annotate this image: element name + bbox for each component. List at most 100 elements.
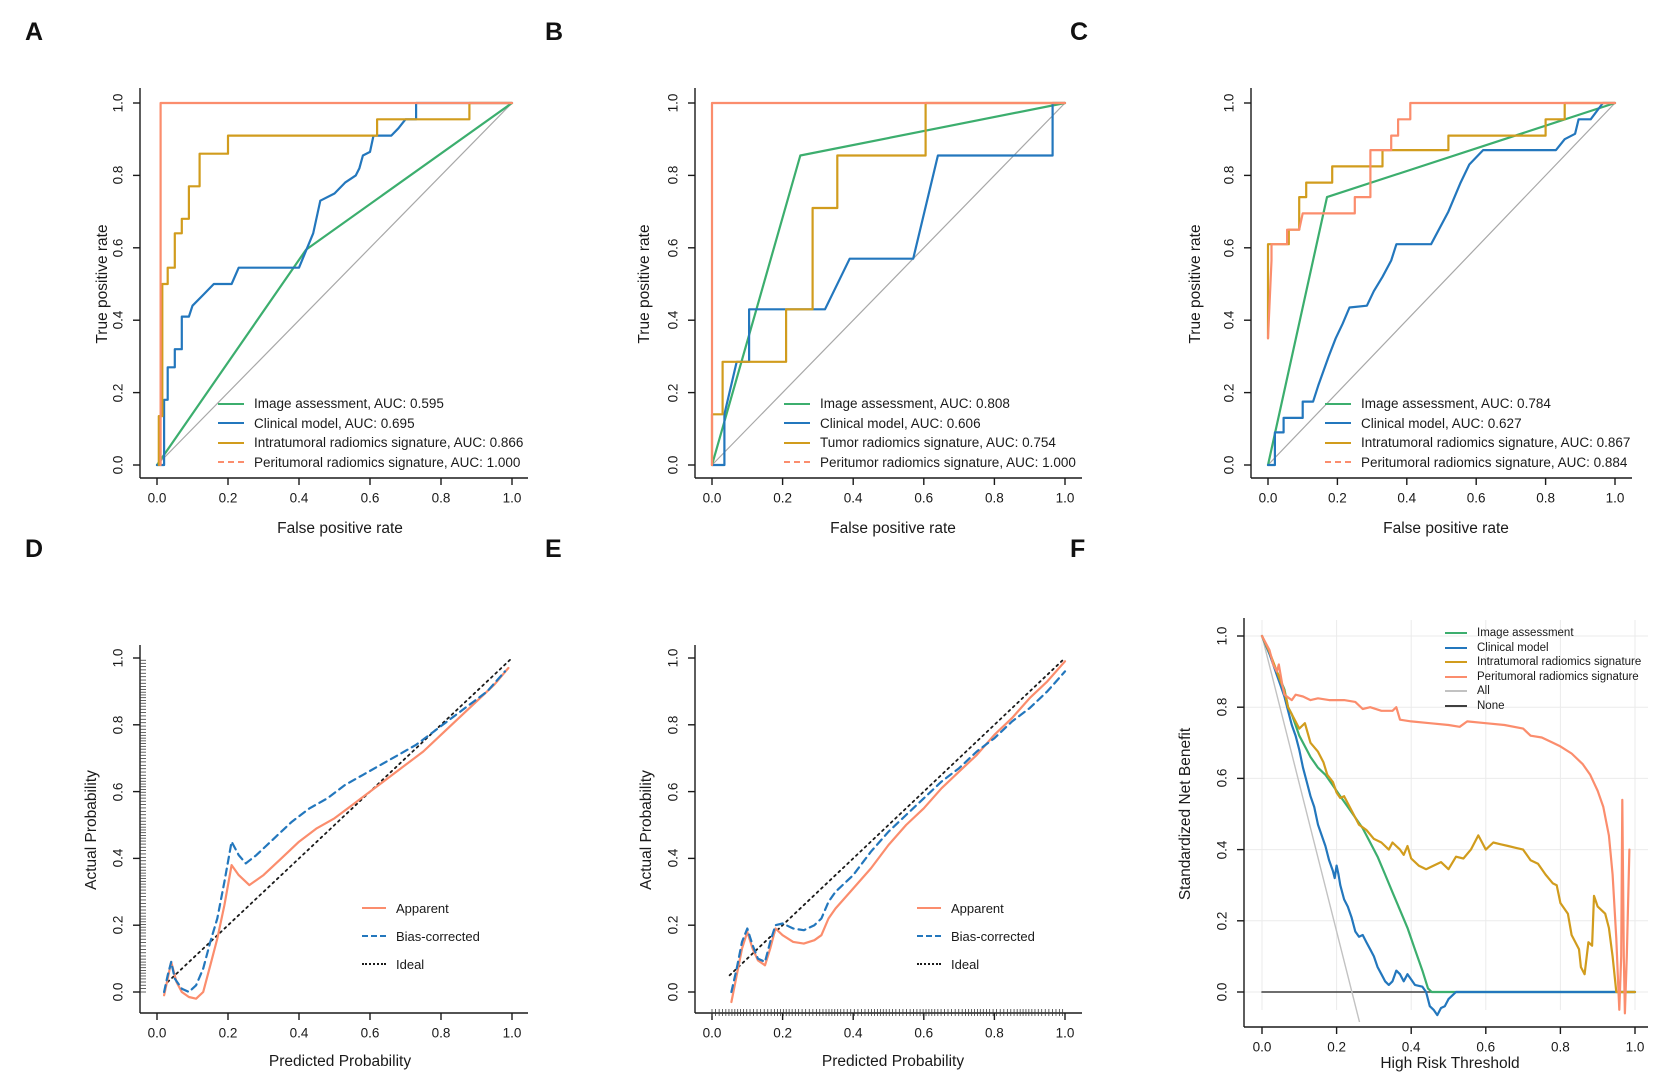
legend-line-swatch xyxy=(1445,704,1467,707)
series-peritumoral-radiomics-signature xyxy=(1266,101,1617,340)
x-tick-label: 0.8 xyxy=(431,490,451,506)
legend-label: Peritumoral radiomics signature xyxy=(1477,670,1639,683)
legend-line-swatch xyxy=(1325,441,1351,444)
panel-e-x-axis-title: Predicted Probability xyxy=(821,1053,965,1070)
y-tick-label: 0.2 xyxy=(665,383,681,402)
series-peritumor-radiomics-signature xyxy=(710,101,1067,467)
legend-line-swatch xyxy=(917,963,941,965)
y-tick-label: 0.0 xyxy=(110,455,126,475)
x-tick-label: 0.2 xyxy=(1328,490,1347,506)
y-tick-label: 0.6 xyxy=(110,238,126,258)
legend-line-swatch xyxy=(218,461,244,464)
y-tick-label: 1.0 xyxy=(110,648,126,668)
panel-c-legend: Image assessment, AUC: 0.784 Clinical mod… xyxy=(1325,394,1630,472)
panel-f-x-axis-title: High Risk Threshold xyxy=(1380,1055,1520,1072)
y-tick-label: 0.4 xyxy=(665,310,681,330)
legend-line-swatch xyxy=(1445,646,1467,649)
legend-line-swatch xyxy=(917,907,941,909)
legend-line-swatch xyxy=(917,935,941,937)
legend-entry: Ideal xyxy=(362,950,480,978)
y-tick-label: 0.4 xyxy=(110,849,126,868)
series-apparent xyxy=(163,666,510,1000)
x-tick-label: 0.6 xyxy=(914,490,934,506)
panel-c-label: C xyxy=(1070,18,1089,46)
legend-line-swatch xyxy=(1325,422,1351,425)
x-tick-label: 1.0 xyxy=(1055,1025,1075,1041)
panel-b-x-axis-title: False positive rate xyxy=(830,520,956,537)
series-intratumoral-radiomics-signature xyxy=(157,101,514,467)
y-tick-label: 0.2 xyxy=(665,915,681,935)
panel-e-label: E xyxy=(545,535,562,563)
x-tick-label: 0.4 xyxy=(1397,490,1417,506)
series-intratumoral-radiomics-signature xyxy=(1266,101,1617,340)
legend-entry: Peritumoral radiomics signature, AUC: 0.… xyxy=(1325,453,1630,473)
panel-e-y-axis-title: Actual Probability xyxy=(638,770,655,890)
series-clinical-model xyxy=(1260,634,1637,1017)
legend-entry: Bias-corrected xyxy=(362,922,480,950)
y-tick-label: 0.8 xyxy=(1221,166,1237,185)
x-tick-label: 0.8 xyxy=(431,1025,451,1041)
x-tick-label: 1.0 xyxy=(502,1025,522,1041)
y-tick-label: 0.4 xyxy=(1221,310,1237,330)
legend-entry: All xyxy=(1445,684,1641,699)
legend-label: Apparent xyxy=(396,900,449,916)
legend-label: Apparent xyxy=(951,900,1004,916)
panel-d-x-axis-title: Predicted Probability xyxy=(268,1053,412,1070)
x-tick-label: 0.2 xyxy=(773,1025,792,1041)
panel-a-x-axis-title: False positive rate xyxy=(277,520,403,537)
legend-label: Ideal xyxy=(396,956,425,972)
x-tick-label: 1.0 xyxy=(502,490,522,506)
legend-label: Intratumoral radiomics signature, AUC: 0… xyxy=(254,435,524,451)
y-tick-label: 1.0 xyxy=(110,93,126,113)
y-tick-label: 0.8 xyxy=(665,166,681,185)
x-tick-label: 0.0 xyxy=(147,490,167,506)
legend-line-swatch xyxy=(1325,461,1351,464)
legend-line-swatch xyxy=(1325,402,1351,405)
legend-label: Image assessment xyxy=(1477,627,1574,640)
series-peritumoral-radiomics-signature xyxy=(159,101,514,467)
x-tick-label: 0.0 xyxy=(1258,490,1278,506)
x-tick-label: 0.8 xyxy=(985,1025,1004,1041)
legend-entry: Intratumoral radiomics signature, AUC: 0… xyxy=(1325,433,1630,453)
legend-line-swatch xyxy=(362,935,386,937)
y-tick-label: 0.6 xyxy=(110,782,126,801)
x-tick-label: 0.8 xyxy=(1536,490,1555,506)
series-reference-diagonal xyxy=(711,102,1066,466)
panel-b-legend: Image assessment, AUC: 0.808 Clinical mod… xyxy=(784,394,1076,472)
legend-entry: Peritumoral radiomics signature xyxy=(1445,670,1641,685)
x-tick-label: 0.2 xyxy=(218,490,238,506)
series-tumor-radiomics-signature xyxy=(710,101,1067,467)
legend-line-swatch xyxy=(784,441,810,444)
legend-entry: Tumor radiomics signature, AUC: 0.754 xyxy=(784,433,1076,453)
y-tick-label: 1.0 xyxy=(665,93,681,113)
y-tick-label: 1.0 xyxy=(1221,93,1237,113)
y-tick-label: 0.8 xyxy=(110,166,126,185)
legend-label: Peritumoral radiomics signature, AUC: 0.… xyxy=(1361,454,1628,470)
panel-f-plot xyxy=(1237,618,1648,1034)
legend-label: Bias-corrected xyxy=(396,928,480,944)
x-tick-label: 0.2 xyxy=(1327,1039,1346,1055)
x-tick-label: 0.0 xyxy=(702,1025,722,1041)
panel-c-x-axis-title: False positive rate xyxy=(1383,520,1509,537)
legend-entry: Peritumor radiomics signature, AUC: 1.00… xyxy=(784,453,1076,473)
x-tick-label: 0.0 xyxy=(1252,1039,1272,1055)
legend-label: Clinical model xyxy=(1477,641,1549,654)
legend-label: Image assessment, AUC: 0.595 xyxy=(254,396,444,412)
x-tick-label: 0.6 xyxy=(1476,1039,1496,1055)
y-tick-label: 0.4 xyxy=(665,849,681,868)
panel-e-legend: Apparent Bias-corrected Ideal xyxy=(917,894,1035,978)
legend-entry: Clinical model, AUC: 0.627 xyxy=(1325,414,1630,434)
series-all xyxy=(1261,635,1361,1022)
legend-line-swatch xyxy=(1445,632,1467,635)
panel-a-plot xyxy=(133,88,528,485)
x-tick-label: 1.0 xyxy=(1625,1039,1645,1055)
panel-a-legend: Image assessment, AUC: 0.595 Clinical mod… xyxy=(218,394,523,472)
series-reference-diagonal xyxy=(156,102,513,466)
legend-entry: Bias-corrected xyxy=(917,922,1035,950)
legend-label: Clinical model, AUC: 0.627 xyxy=(1361,415,1522,431)
legend-label: Clinical model, AUC: 0.695 xyxy=(254,415,415,431)
y-tick-label: 0.6 xyxy=(665,782,681,801)
legend-label: Intratumoral radiomics signature, AUC: 0… xyxy=(1361,435,1631,451)
